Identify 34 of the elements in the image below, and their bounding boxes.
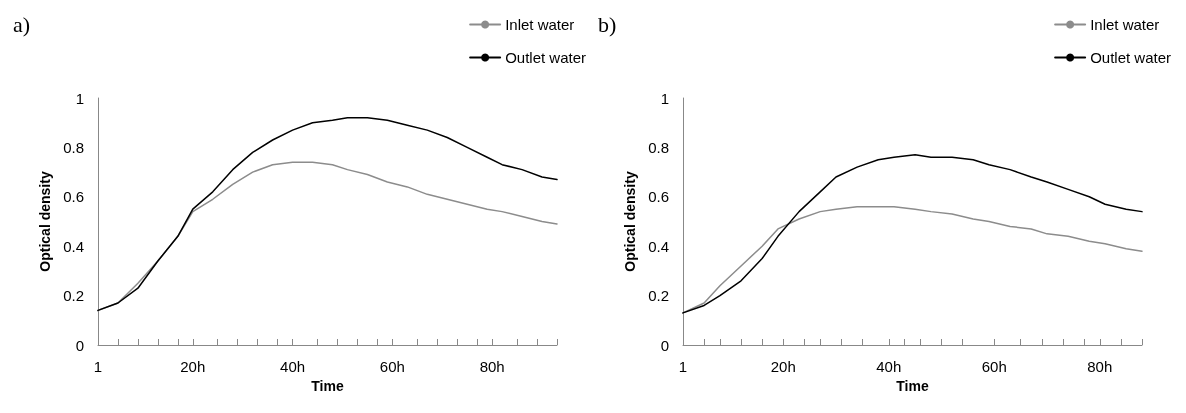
x-axis-title: Time bbox=[896, 377, 929, 394]
y-tick-label: 0.6 bbox=[648, 188, 669, 206]
y-tick-label: 0.2 bbox=[63, 287, 84, 305]
y-tick-label: 1 bbox=[75, 89, 84, 107]
legend-label: Outlet water bbox=[505, 49, 587, 66]
y-tick-label: 1 bbox=[660, 89, 669, 107]
x-tick-label: 1 bbox=[678, 358, 688, 375]
chart-title: b) bbox=[598, 11, 617, 37]
legend-label: Inlet water bbox=[505, 16, 575, 33]
y-tick-label: 0.4 bbox=[648, 237, 669, 255]
x-tick-label: 60h bbox=[981, 358, 1007, 375]
line-series bbox=[682, 154, 1143, 314]
y-tick-label: 0.4 bbox=[63, 237, 84, 255]
x-tick-label: 20h bbox=[180, 358, 206, 375]
chart-title: a) bbox=[13, 11, 31, 37]
x-axis-title: Time bbox=[311, 377, 344, 394]
y-tick-label: 0.8 bbox=[63, 138, 84, 156]
y-tick-label: 0 bbox=[75, 336, 84, 354]
x-tick-label: 1 bbox=[93, 358, 103, 375]
x-tick-label: 80h bbox=[1087, 358, 1113, 375]
x-tick-label: 80h bbox=[479, 358, 505, 375]
y-axis-title: Optical density bbox=[37, 171, 54, 272]
y-tick-label: 0.2 bbox=[648, 287, 669, 305]
y-axis-title: Optical density bbox=[622, 171, 639, 272]
y-tick-label: 0.8 bbox=[648, 138, 669, 156]
x-tick-label: 20h bbox=[770, 358, 796, 375]
y-tick-label: 0 bbox=[660, 336, 669, 354]
legend-label: Outlet water bbox=[1090, 49, 1172, 66]
x-tick-label: 40h bbox=[876, 358, 902, 375]
x-tick-label: 60h bbox=[379, 358, 405, 375]
y-tick-label: 0.6 bbox=[63, 188, 84, 206]
line-series bbox=[97, 117, 558, 312]
x-tick-label: 40h bbox=[280, 358, 306, 375]
legend-label: Inlet water bbox=[1090, 16, 1160, 33]
